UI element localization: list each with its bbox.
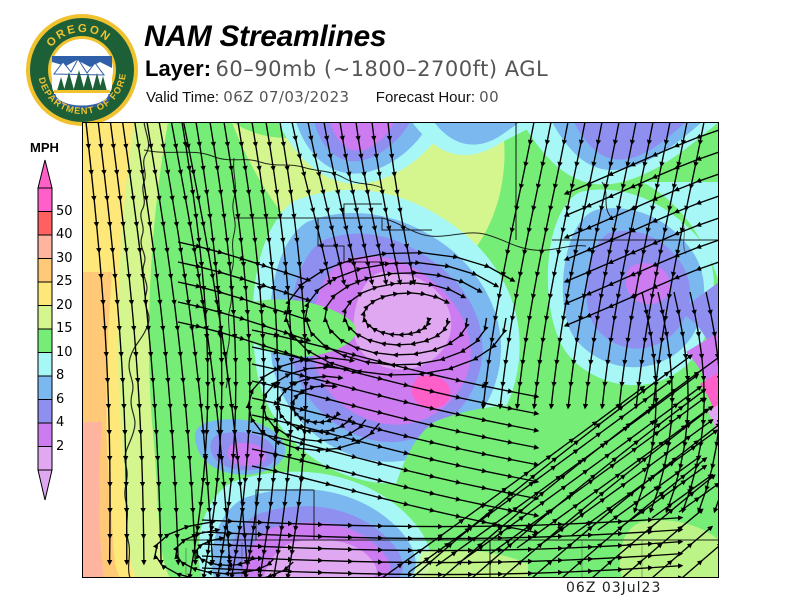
layer-line: Layer: 60–90mb (~1800–2700ft) AGL	[145, 56, 548, 82]
colorbar-top-arrow	[37, 159, 53, 189]
colorbar-band	[38, 305, 52, 330]
colorbar-tick-label: 15	[56, 321, 73, 336]
colorbar-tick-label: 40	[56, 227, 73, 242]
colorbar-band	[38, 211, 52, 236]
map-svg	[82, 122, 719, 578]
streamline	[152, 519, 294, 578]
colorbar-band	[38, 423, 52, 448]
colorbar-band	[38, 235, 52, 260]
colorbar-tick-label: 8	[56, 368, 65, 383]
layer-label: Layer:	[145, 56, 212, 81]
oregon-department-of-forestry-seal: OREGON DEPARTMENT OF FORESTRY	[20, 4, 140, 128]
map-timestamp: 06Z 03Jul23	[566, 580, 662, 596]
colorbar-band	[38, 188, 52, 213]
colorbar-band	[38, 376, 52, 401]
colorbar-band	[38, 352, 52, 377]
page-title: NAM Streamlines	[144, 20, 387, 53]
forecast-hour-label: Forecast Hour:	[375, 89, 475, 106]
colorbar-svg	[37, 159, 53, 501]
colorbar-tick-marks	[38, 211, 52, 447]
colorbar-tick-label: 30	[56, 250, 73, 266]
valid-time-label: Valid Time:	[146, 89, 220, 106]
valid-time-value: 06Z 07/03/2023	[223, 88, 350, 106]
wind-speed-colorbar: MPH 50 40 30 25 20 15 10 8 6 4 2	[12, 140, 78, 520]
colorbar-tick-label: 6	[56, 391, 65, 407]
colorbar-band	[38, 446, 52, 471]
streamline	[681, 542, 719, 578]
colorbar-tick-label: 50	[56, 203, 73, 219]
colorbar-band	[38, 399, 52, 424]
colorbar-tick-label: 20	[56, 297, 73, 313]
colorbar-tick-label: 10	[56, 344, 73, 360]
colorbar-band	[38, 258, 52, 283]
forecast-hour-value: 00	[479, 88, 500, 106]
colorbar-tick-label: 2	[56, 438, 65, 454]
colorbar-tick-label: 4	[56, 415, 65, 430]
layer-value: 60–90mb (~1800–2700ft) AGL	[215, 57, 549, 81]
valid-time-line: Valid Time: 06Z 07/03/2023 Forecast Hour…	[146, 88, 499, 106]
colorbar-bands	[37, 187, 53, 471]
streamline-map[interactable]	[82, 122, 719, 578]
colorbar-band	[38, 282, 52, 307]
colorbar-tick-label: 25	[56, 274, 73, 289]
streamline	[177, 321, 312, 363]
colorbar-bottom-arrow	[37, 469, 53, 501]
colorbar-units-label: MPH	[30, 140, 59, 155]
colorbar-band	[38, 329, 52, 354]
